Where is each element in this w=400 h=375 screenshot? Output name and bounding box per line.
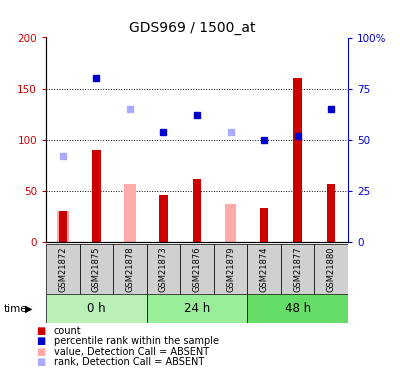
Bar [124,184,136,242]
Bar [281,244,314,294]
Bar [92,150,100,242]
Text: ■: ■ [36,357,45,367]
Bar [314,244,348,294]
Bar [193,178,201,242]
Bar [147,244,180,294]
Bar [46,294,147,323]
Bar [159,195,168,242]
Text: 48 h: 48 h [285,302,311,315]
Text: GSM21876: GSM21876 [192,246,202,292]
Text: GSM21879: GSM21879 [226,246,235,292]
Bar [327,184,336,242]
Text: GSM21875: GSM21875 [92,246,101,292]
Bar [58,211,67,242]
Text: rank, Detection Call = ABSENT: rank, Detection Call = ABSENT [54,357,204,367]
Text: GSM21880: GSM21880 [327,246,336,292]
Text: GSM21874: GSM21874 [260,246,269,292]
Text: ■: ■ [36,336,45,346]
Bar [294,78,302,242]
Text: 0 h: 0 h [87,302,106,315]
Bar [247,244,281,294]
Text: GSM21873: GSM21873 [159,246,168,292]
Text: GSM21877: GSM21877 [293,246,302,292]
Text: ■: ■ [36,347,45,357]
Text: GDS969 / 1500_at: GDS969 / 1500_at [129,21,255,34]
Text: ■: ■ [36,326,45,336]
Bar [260,208,268,242]
Bar [247,294,348,323]
Bar [225,204,236,242]
Bar [80,244,113,294]
Text: GSM21878: GSM21878 [125,246,134,292]
Bar [180,244,214,294]
Text: 24 h: 24 h [184,302,210,315]
Text: count: count [54,326,82,336]
Bar [214,244,247,294]
Text: percentile rank within the sample: percentile rank within the sample [54,336,219,346]
Text: time: time [4,304,28,313]
Text: ▶: ▶ [25,304,33,313]
Bar [46,244,80,294]
Bar [57,211,69,242]
Text: GSM21872: GSM21872 [58,246,67,292]
Bar [113,244,147,294]
Text: value, Detection Call = ABSENT: value, Detection Call = ABSENT [54,347,209,357]
Bar [147,294,247,323]
